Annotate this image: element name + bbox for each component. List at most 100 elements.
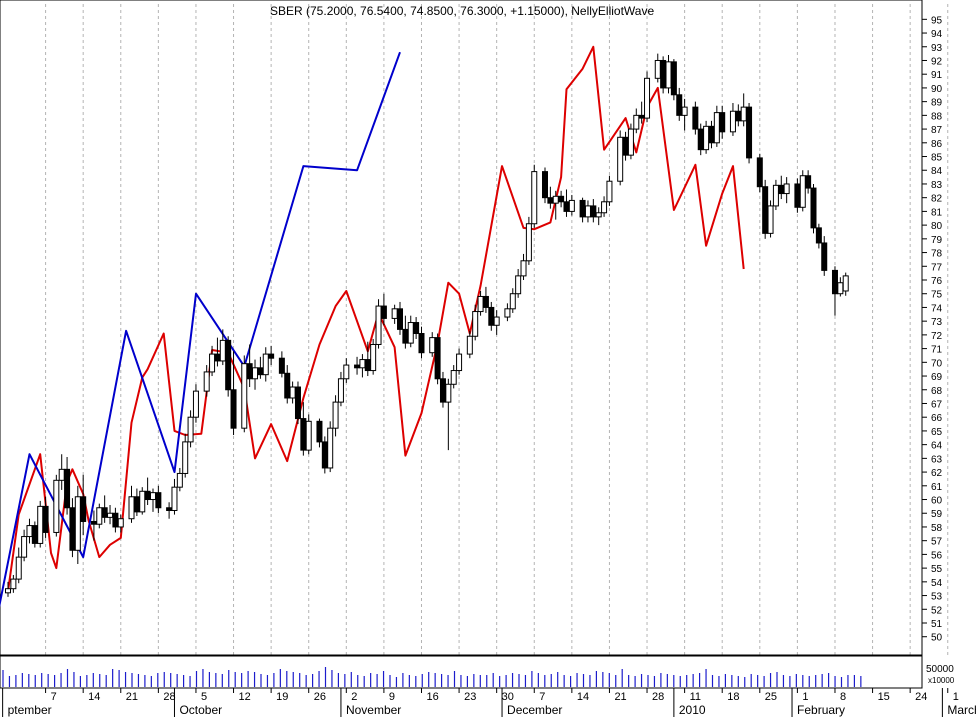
candle-body [31, 525, 38, 544]
x-tick-label: 15 [878, 691, 890, 703]
x-tick-label: 2 [351, 691, 357, 703]
candle-body [515, 275, 522, 295]
candle-body [289, 386, 296, 399]
y-tick-label: 67 [931, 399, 943, 410]
candle-body [64, 468, 71, 509]
y-tick-label: 65 [931, 427, 943, 438]
x-tick-label: 8 [840, 691, 846, 703]
candle-body [225, 339, 232, 391]
x-tick-label: 30 [502, 691, 514, 703]
x-tick-label: 21 [126, 691, 138, 703]
candle-body [815, 227, 822, 244]
candle-body [305, 420, 312, 451]
candle-body [257, 367, 264, 376]
candle-body [246, 363, 253, 380]
candle-body [107, 512, 114, 518]
candle-body [112, 512, 119, 528]
plot-frame [0, 0, 923, 656]
y-tick-label: 77 [931, 262, 943, 273]
x-tick-label: 21 [614, 691, 626, 703]
candle-body [713, 112, 720, 144]
y-tick-label: 95 [931, 15, 943, 26]
y-tick-label: 74 [931, 303, 943, 314]
x-tick-label: 1 [953, 691, 959, 703]
y-tick-label: 72 [931, 331, 943, 342]
y-tick-label: 92 [931, 56, 943, 67]
candle-body [144, 490, 151, 501]
candle-body [139, 490, 146, 513]
candle-body [262, 353, 269, 376]
candle-body [268, 353, 275, 359]
month-label: February [797, 703, 845, 717]
candle-body [37, 505, 44, 544]
candle-body [407, 322, 414, 344]
month-label: November [346, 703, 401, 717]
candle-body [203, 371, 210, 392]
y-tick-label: 71 [931, 345, 943, 356]
candle-body [182, 441, 189, 474]
candle-body [445, 383, 452, 403]
y-tick-label: 50 [931, 633, 943, 644]
x-tick-label: 28 [652, 691, 664, 703]
y-tick-label: 91 [931, 70, 943, 81]
candle-body [821, 242, 828, 271]
candle-body [568, 199, 575, 212]
candle-body [794, 183, 801, 208]
vertical-gridlines [45, 4, 949, 655]
month-label: March [947, 703, 976, 717]
candle-body [767, 205, 774, 234]
x-tick-label: 19 [276, 691, 288, 703]
candle-body [69, 507, 76, 551]
y-tick-label: 85 [931, 153, 943, 164]
y-tick-label: 61 [931, 482, 943, 493]
candle-body [660, 59, 667, 89]
candle-body [413, 322, 420, 335]
month-label: October [179, 703, 222, 717]
y-tick-label: 60 [931, 496, 943, 507]
candle-body [370, 343, 377, 372]
candle-body [595, 212, 602, 218]
y-tick-label: 59 [931, 509, 943, 520]
x-axis: 7 14 21 28 5 12 19 26 2 9 16 23 30 7 14 21 28 11 18 25 1 8 15 2… [0, 687, 976, 717]
candle-body [294, 386, 301, 420]
candle-body [252, 367, 259, 380]
candle-body [166, 507, 173, 511]
candle-body [53, 479, 60, 533]
x-tick-label: 12 [239, 691, 251, 703]
candle-body [606, 180, 613, 203]
y-tick-label: 79 [931, 235, 943, 246]
candle-body [590, 205, 597, 218]
candle-body [332, 401, 339, 429]
candle-body [466, 335, 473, 355]
candle-body [241, 363, 248, 429]
x-tick-label: 26 [314, 691, 326, 703]
candle-body [729, 110, 736, 133]
y-tick-label: 81 [931, 207, 943, 218]
y-tick-label: 75 [931, 290, 943, 301]
candle-body [542, 171, 548, 199]
candle-body [337, 378, 344, 403]
candle-body [155, 492, 162, 509]
candle-body [762, 186, 769, 234]
chart-title: SBER (75.2000, 76.5400, 74.8500, 76.3000… [270, 4, 654, 18]
candle-body [681, 106, 688, 116]
candle-body [493, 316, 500, 326]
candle-body [670, 61, 677, 96]
y-tick-label: 66 [931, 413, 943, 424]
candle-body [96, 507, 103, 525]
month-label: December [507, 703, 562, 717]
candle-body [439, 378, 446, 403]
y-tick-label: 68 [931, 386, 943, 397]
candle-body [579, 199, 586, 218]
y-tick-label: 80 [931, 221, 943, 232]
candle-body [756, 157, 763, 188]
y-tick-label: 88 [931, 111, 943, 122]
y-tick-label: 56 [931, 550, 943, 561]
candle-body [746, 106, 753, 159]
candle-body [810, 187, 817, 229]
candle-body [805, 175, 812, 189]
candle-body [778, 184, 785, 195]
candle-body [321, 441, 328, 469]
candle-body [472, 311, 479, 337]
